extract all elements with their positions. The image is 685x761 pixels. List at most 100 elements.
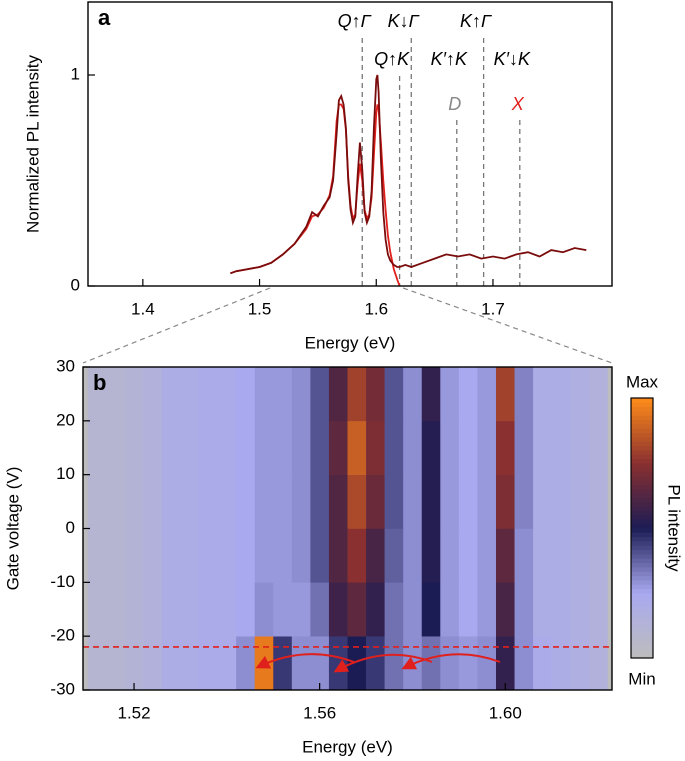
colorbar-segment xyxy=(631,536,653,542)
heat-cell xyxy=(310,367,330,422)
heat-cell xyxy=(588,474,608,529)
heat-cell xyxy=(328,474,348,529)
heat-cell xyxy=(87,420,107,475)
heat-cell xyxy=(421,420,441,475)
heat-cell xyxy=(328,528,348,583)
heat-cell xyxy=(236,367,255,422)
heat-cell xyxy=(570,420,590,475)
heat-cell xyxy=(291,474,311,529)
colorbar-segment xyxy=(631,489,653,494)
transition-label: K↓Γ xyxy=(388,11,420,31)
heat-cell xyxy=(180,582,200,637)
heat-cell xyxy=(217,420,237,475)
heat-cell xyxy=(440,474,460,529)
heat-cell xyxy=(328,636,348,691)
heat-cell xyxy=(106,582,126,637)
colorbar-segment xyxy=(631,463,653,468)
spectrum-line xyxy=(230,74,587,275)
heat-cell xyxy=(588,420,608,475)
heat-cell xyxy=(217,582,237,637)
colorbar-segment xyxy=(631,541,653,546)
heat-cell xyxy=(495,582,515,637)
heat-cell xyxy=(161,367,181,422)
heat-cell xyxy=(495,528,515,583)
heat-cell xyxy=(180,367,200,422)
heat-cell xyxy=(143,528,163,583)
heat-cell xyxy=(236,420,255,475)
colorbar-segment xyxy=(631,493,653,499)
colorbar-segment xyxy=(631,619,653,624)
heat-cell xyxy=(310,636,330,691)
heat-cell xyxy=(384,367,404,422)
heat-cell xyxy=(551,474,571,529)
heat-cell xyxy=(495,367,515,422)
colorbar-segment xyxy=(631,502,653,507)
heat-cell xyxy=(440,636,460,691)
colorbar-segment xyxy=(631,554,653,559)
transition-label: Q↑Γ xyxy=(338,11,372,31)
y-axis-label: Gate voltage (V) xyxy=(3,467,22,591)
heat-cell xyxy=(514,636,534,691)
y-tick-label: 1 xyxy=(71,64,80,83)
peak-label: D xyxy=(448,94,461,114)
colorbar-segment xyxy=(631,523,653,529)
colorbar-max-label: Max xyxy=(626,372,659,391)
heat-cell xyxy=(254,474,274,529)
colorbar-segment xyxy=(631,558,653,564)
heat-cell xyxy=(180,636,200,691)
x-tick-label: 1.5 xyxy=(248,299,272,318)
colorbar-segment xyxy=(631,645,653,650)
heat-cell xyxy=(533,367,552,422)
colorbar-segment xyxy=(631,506,653,512)
heat-cell xyxy=(310,528,330,583)
heat-cell xyxy=(403,582,423,637)
heat-cell xyxy=(533,636,552,691)
heat-cell xyxy=(533,528,552,583)
plot-frame xyxy=(87,1,613,287)
colorbar-segment xyxy=(631,424,653,429)
heat-cell xyxy=(273,420,293,475)
heat-cell xyxy=(458,528,478,583)
heat-cell xyxy=(199,474,218,529)
heat-cell xyxy=(588,582,608,637)
colorbar-segment xyxy=(631,606,653,611)
heat-cell xyxy=(495,474,515,529)
colorbar-segment xyxy=(631,454,653,460)
y-tick-label: 0 xyxy=(71,275,80,294)
heat-cell xyxy=(347,367,367,422)
transition-label: K↑Γ xyxy=(460,11,492,31)
heat-cell xyxy=(458,636,478,691)
heat-cell xyxy=(291,528,311,583)
y-tick-label: 0 xyxy=(66,518,75,537)
heat-cell xyxy=(421,367,441,422)
heat-cell xyxy=(217,474,237,529)
heat-cell xyxy=(366,582,385,637)
colorbar-segment xyxy=(631,519,653,525)
colorbar-segment xyxy=(631,614,653,620)
colorbar-segment xyxy=(631,610,653,616)
heat-cell xyxy=(87,367,107,422)
heat-cell xyxy=(514,582,534,637)
colorbar-segment xyxy=(631,415,653,421)
colorbar-segment xyxy=(631,588,653,594)
heat-cell xyxy=(217,528,237,583)
heat-cell xyxy=(440,528,460,583)
heat-cell xyxy=(384,636,404,691)
heat-cell xyxy=(440,420,460,475)
heat-cell xyxy=(421,528,441,583)
heat-cell xyxy=(458,474,478,529)
heat-cell xyxy=(124,582,144,637)
colorbar-segment xyxy=(631,584,653,590)
colorbar-segment xyxy=(631,484,653,490)
heat-cell xyxy=(310,582,330,637)
heat-cell xyxy=(291,367,311,422)
colorbar-segment xyxy=(631,441,653,447)
heat-cell xyxy=(366,420,385,475)
heat-cell xyxy=(588,528,608,583)
heat-cell xyxy=(161,420,181,475)
transfer-arrows xyxy=(255,653,501,673)
heat-cell xyxy=(514,367,534,422)
x-axis-label: Energy (eV) xyxy=(302,737,393,756)
heat-cell xyxy=(347,528,367,583)
